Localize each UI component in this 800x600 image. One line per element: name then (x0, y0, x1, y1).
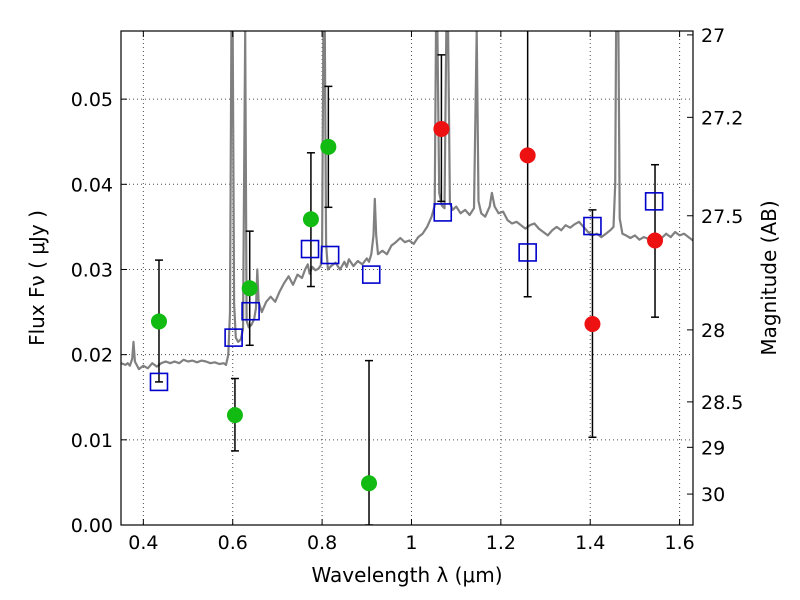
blue-box-marker (241, 301, 260, 321)
right-tick-label: 27.2 (701, 107, 743, 129)
x-tick-label: 1 (405, 532, 417, 554)
y-axis-left-label: Flux Fν ( μJy ) (25, 210, 49, 346)
blue-box-marker (644, 192, 664, 211)
blue-box-marker (433, 203, 453, 222)
plot-frame (120, 30, 694, 526)
y-tick-label: 0.04 (71, 174, 113, 196)
x-tick-label: 1.2 (486, 532, 516, 554)
right-tick-label: 29 (701, 437, 725, 459)
red-point-marker (433, 120, 450, 137)
green-point-marker (361, 475, 378, 492)
x-tick-label: 1.4 (575, 532, 605, 554)
marker-layer (149, 120, 664, 492)
y-tick-label: 0.00 (71, 515, 113, 537)
green-point-marker (302, 211, 319, 228)
blue-box-marker (518, 243, 537, 262)
x-tick-label: 0.4 (128, 532, 158, 554)
red-point-marker (519, 147, 536, 164)
right-tick-label: 27 (701, 25, 725, 47)
blue-box-marker (224, 328, 243, 347)
right-tick-label: 28.5 (701, 392, 743, 414)
tick-layer: 0.4 0.6 0.8 1 1.2 1.4 1.6 0.00 0.01 0.02 0.03 0.04 0… (71, 25, 744, 554)
green-point-marker (320, 138, 337, 155)
grid (121, 31, 693, 525)
y-tick-label: 0.01 (71, 430, 113, 452)
green-point-marker (150, 313, 167, 330)
spectrum-line (121, 31, 693, 371)
right-tick-label: 30 (701, 484, 725, 506)
blue-box-marker (583, 216, 602, 236)
blue-box-marker (149, 372, 169, 392)
x-tick-label: 0.8 (307, 532, 337, 554)
blue-box-marker (361, 265, 381, 284)
y-tick-label: 0.02 (71, 345, 113, 367)
blue-box-marker (320, 245, 340, 265)
red-point-marker (584, 315, 601, 332)
y-tick-label: 0.05 (71, 89, 113, 111)
x-axis-label: Wavelength λ (μm) (311, 563, 502, 587)
y-axis-right-label: Magnitude (AB) (757, 200, 781, 355)
spectrum-layer (121, 31, 693, 371)
right-tick-label: 27.5 (701, 206, 743, 228)
y-tick-label: 0.03 (71, 259, 113, 281)
x-tick-label: 0.6 (218, 532, 248, 554)
right-tick-label: 28 (701, 320, 725, 342)
green-point-marker (241, 280, 258, 297)
red-point-marker (647, 232, 664, 249)
blue-box-marker (300, 239, 320, 259)
x-tick-label: 1.6 (664, 532, 694, 554)
green-point-marker (226, 407, 243, 424)
